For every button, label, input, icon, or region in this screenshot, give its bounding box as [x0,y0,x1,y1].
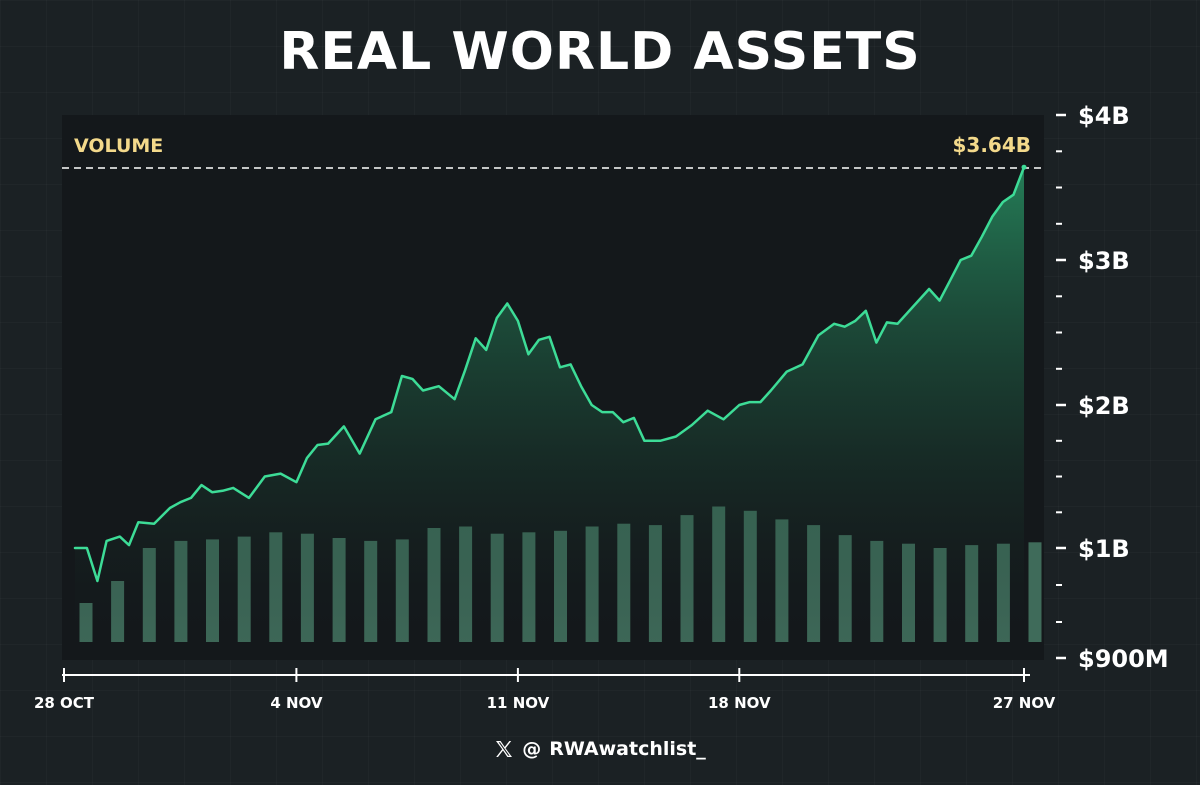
x-tick-label: 11 NOV [487,694,550,712]
y-tick-label: $1B [1078,535,1130,563]
current-value-label: $3.64B [952,133,1031,157]
volume-bar [1028,542,1042,642]
price-area [75,167,1024,642]
y-tick-label: $4B [1078,102,1130,130]
handle-at: @ [522,738,542,760]
x-logo-icon [496,741,513,757]
handle-text: RWAwatchlist_ [549,738,706,760]
y-tick-label: $900M [1078,645,1169,673]
footer-handle: @ RWAwatchlist_ [0,738,1200,760]
x-tick-label: 28 OCT [34,694,95,712]
volume-label: VOLUME [74,135,163,157]
y-tick-label: $3B [1078,247,1130,275]
x-tick-label: 4 NOV [270,694,323,712]
last-value-point [1021,164,1027,170]
x-tick-label: 27 NOV [993,694,1056,712]
x-tick-label: 18 NOV [708,694,771,712]
y-tick-label: $2B [1078,392,1130,420]
chart-title: REAL WORLD ASSETS [279,22,921,82]
price-line [73,165,1026,583]
